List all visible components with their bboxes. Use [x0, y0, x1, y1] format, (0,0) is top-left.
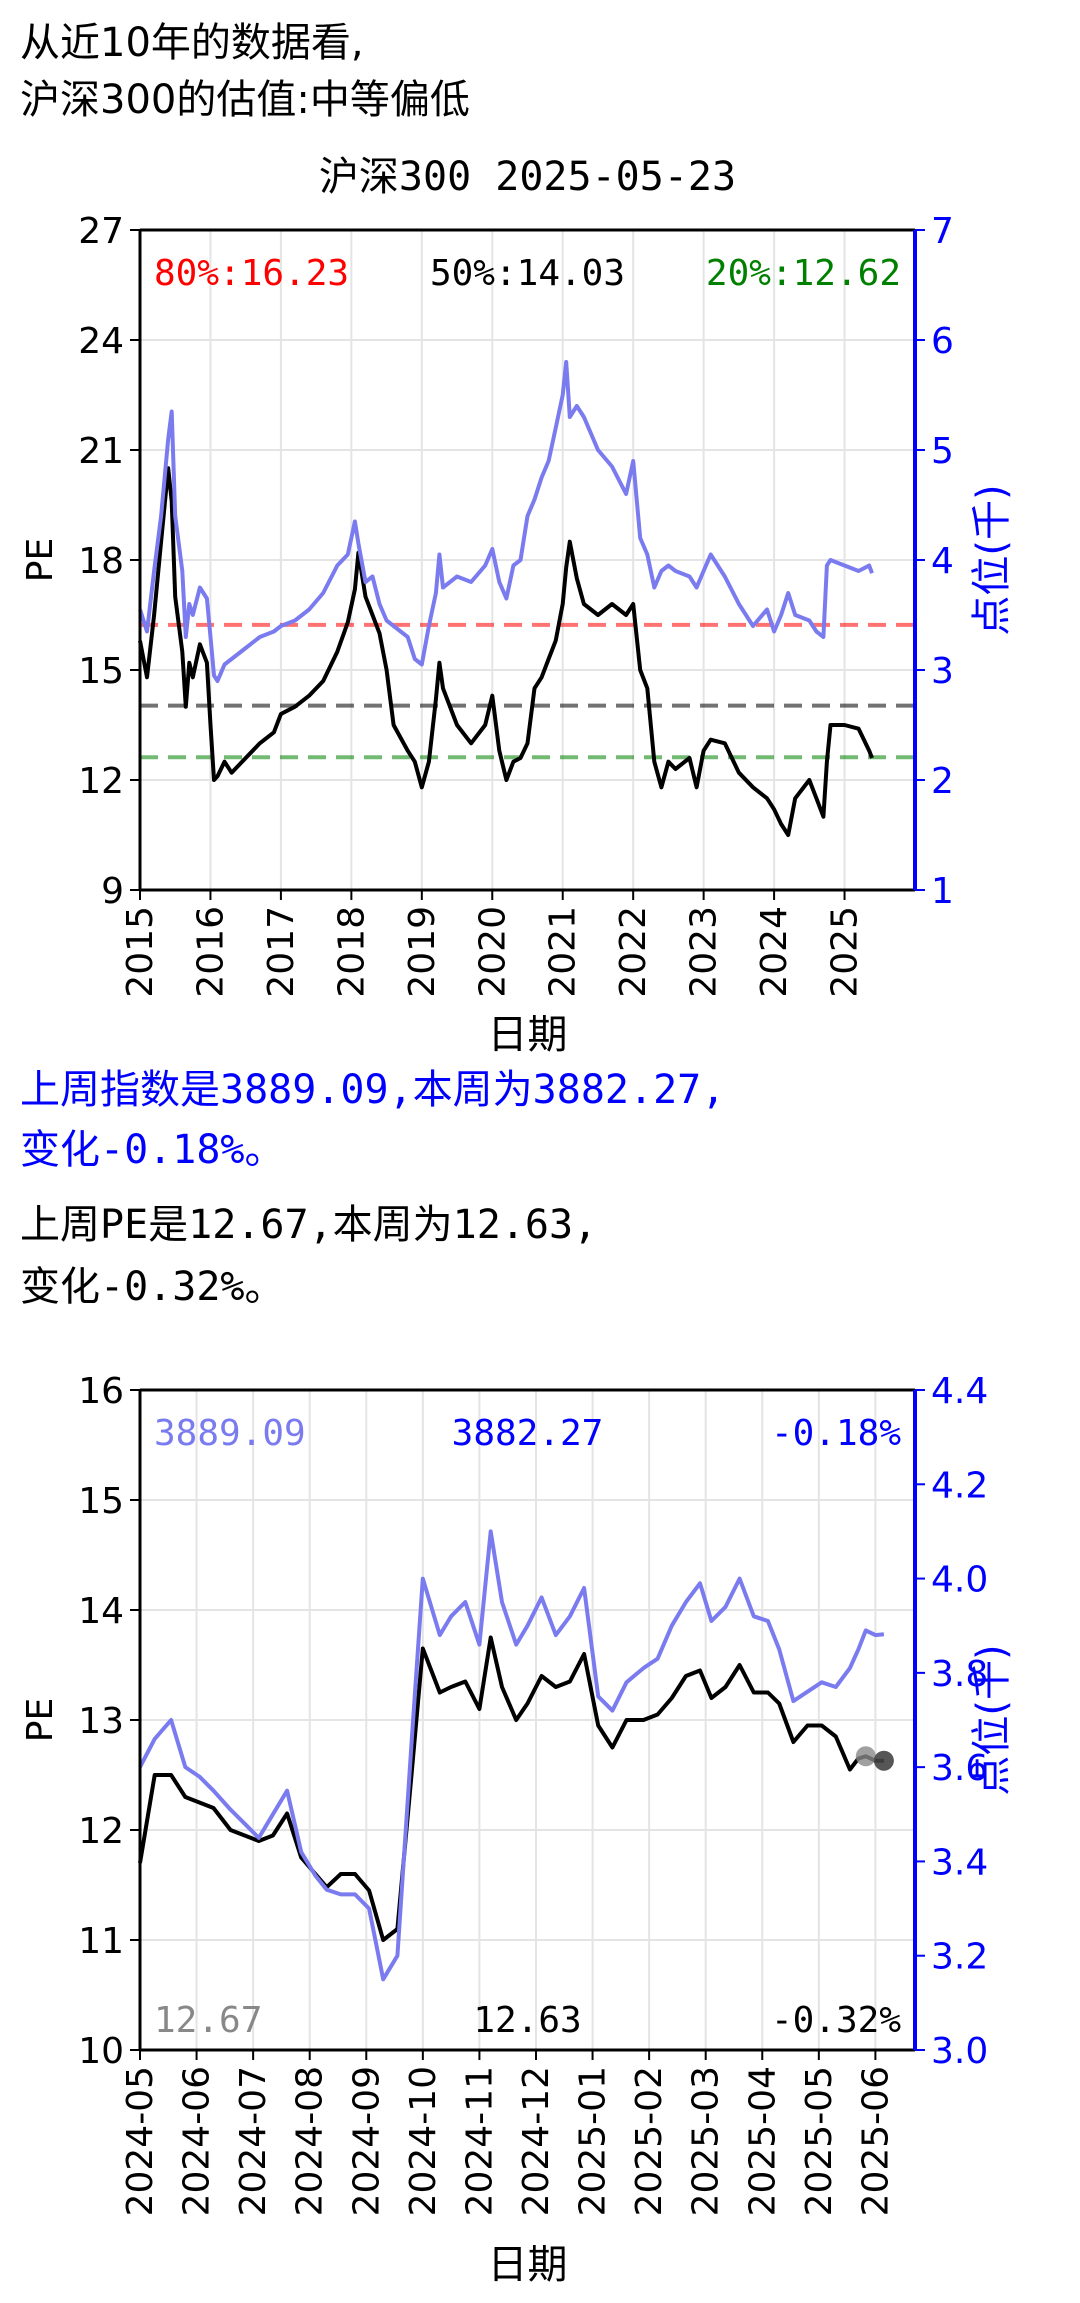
index-summary-line-2: 变化-0.18%。	[20, 1127, 285, 1173]
chart2-pe-this-week-point	[873, 1750, 894, 1771]
chart1-y-tick-label: 9	[101, 871, 124, 912]
chart2-x-tick-label: 2024-12	[516, 2066, 557, 2216]
chart1-y2-axis-label: 点位(千)	[969, 484, 1015, 635]
chart1-y2-tick-label: 4	[931, 541, 954, 582]
chart1-y-tick-label: 18	[78, 541, 124, 582]
chart1-y-tick-label: 15	[78, 651, 124, 692]
pe-summary-line-2: 变化-0.32%。	[20, 1264, 285, 1310]
chart2-y2-tick-label: 3.6	[931, 1748, 988, 1789]
chart2-x-tick-label: 2024-06	[177, 2066, 218, 2216]
chart1-y-tick-label: 12	[78, 761, 124, 802]
chart2-y-tick-label: 11	[78, 1921, 124, 1962]
header-line-1: 从近10年的数据看,	[20, 20, 364, 66]
chart2-x-tick-label: 2024-10	[403, 2066, 444, 2216]
chart2-pe-this-week-label: 12.63	[473, 2000, 581, 2041]
chart1-y2-tick-label: 5	[931, 431, 954, 472]
chart1-percentile-label: 80%:16.23	[154, 253, 349, 294]
chart2-x-tick-label: 2025-06	[855, 2066, 896, 2216]
chart1-x-tick-label: 2019	[402, 906, 443, 998]
chart2-y2-tick-label: 4.2	[931, 1465, 988, 1506]
chart2-y2-tick-label: 4.4	[931, 1371, 988, 1412]
chart1-x-tick-label: 2015	[120, 906, 161, 998]
chart2-x-tick-label: 2024-11	[459, 2066, 500, 2216]
chart2-y-tick-label: 16	[78, 1371, 124, 1412]
chart1-percentile-label: 50%:14.03	[430, 253, 625, 294]
chart2-x-tick-label: 2025-03	[686, 2066, 727, 2216]
chart2-x-tick-label: 2024-09	[346, 2066, 387, 2216]
chart2-y-tick-label: 10	[78, 2031, 124, 2072]
chart2-x-tick-label: 2024-05	[120, 2066, 161, 2216]
chart2-x-axis-label: 日期	[488, 2242, 568, 2288]
pe-recent-chart: 10 11 12 13 14 15 16 3.0 3.2 3.4 3.6 3.8 4.0 4.2 4.4 20…	[20, 1371, 1015, 2288]
chart2-index-this-week-label: 3882.27	[452, 1413, 604, 1454]
chart2-y2-tick-label: 3.8	[931, 1654, 988, 1695]
chart1-y2-tick-label: 1	[931, 871, 954, 912]
chart1-x-tick-label: 2018	[331, 906, 372, 998]
chart1-y2-tick-label: 7	[931, 211, 954, 252]
chart1-pe-series-line	[138, 466, 874, 837]
chart2-y-axis-label: PE	[20, 1698, 61, 1742]
chart2-pe-last-week-label: 12.67	[154, 2000, 262, 2041]
pe-summary-line-1: 上周PE是12.67,本周为12.63,	[20, 1202, 598, 1248]
chart2-y2-tick-label: 4.0	[931, 1560, 988, 1601]
chart1-x-tick-label: 2024	[754, 906, 795, 998]
chart2-index-last-week-label: 3889.09	[154, 1413, 306, 1454]
pe-history-chart: 沪深300 2025-05-23912151821242712345672015…	[20, 154, 1015, 1058]
chart1-x-tick-label: 2021	[543, 906, 584, 998]
chart1-x-tick-label: 2023	[684, 906, 725, 998]
chart1-y2-tick-label: 2	[931, 761, 954, 802]
chart1-x-tick-label: 2022	[613, 906, 654, 998]
chart2-x-tick-label: 2024-07	[233, 2066, 274, 2216]
chart2-x-tick-label: 2024-08	[290, 2066, 331, 2216]
chart2-x-tick-label: 2025-02	[629, 2066, 670, 2216]
chart1-x-axis-label: 日期	[488, 1012, 568, 1058]
chart2-y-tick-label: 12	[78, 1811, 124, 1852]
chart1-y-tick-label: 24	[78, 321, 124, 362]
chart2-index-series-line	[138, 1529, 885, 1982]
chart2-x-tick-label: 2025-04	[742, 2066, 783, 2216]
chart1-y-axis-label: PE	[20, 538, 61, 582]
chart2-pe-last-week-point	[855, 1746, 876, 1767]
chart1-x-tick-label: 2016	[190, 906, 231, 998]
chart2-y-tick-label: 14	[78, 1591, 124, 1632]
chart2-index-change-label: -0.18%	[771, 1413, 901, 1454]
header-line-2: 沪深300的估值:中等偏低	[20, 77, 470, 123]
chart1-y-tick-label: 27	[78, 211, 124, 252]
chart1-y2-tick-label: 6	[931, 321, 954, 362]
chart1-y2-tick-label: 3	[931, 651, 954, 692]
chart2-y2-tick-label: 3.2	[931, 1937, 988, 1978]
chart2-y-tick-label: 13	[78, 1701, 124, 1742]
chart2-pe-change-label: -0.32%	[771, 2000, 901, 2041]
chart2-pe-series-line	[138, 1635, 884, 1942]
chart2-y2-tick-label: 3.0	[931, 2031, 988, 2072]
chart1-x-tick-label: 2017	[261, 906, 302, 998]
chart1-x-tick-label: 2025	[825, 906, 866, 998]
index-summary-line-1: 上周指数是3889.09,本周为3882.27,	[20, 1067, 726, 1113]
chart2-y-tick-label: 15	[78, 1481, 124, 1522]
chart2-x-tick-label: 2025-05	[799, 2066, 840, 2216]
chart2-y2-axis-label: 点位(千)	[969, 1644, 1015, 1795]
chart1-x-tick-label: 2020	[472, 906, 513, 998]
chart1-title: 沪深300 2025-05-23	[319, 154, 736, 200]
chart2-x-tick-label: 2025-01	[573, 2066, 614, 2216]
chart1-y-tick-label: 21	[78, 431, 124, 472]
chart1-index-series-line	[138, 360, 874, 683]
chart2-y2-tick-label: 3.4	[931, 1842, 988, 1883]
chart1-percentile-label: 20%:12.62	[706, 253, 901, 294]
